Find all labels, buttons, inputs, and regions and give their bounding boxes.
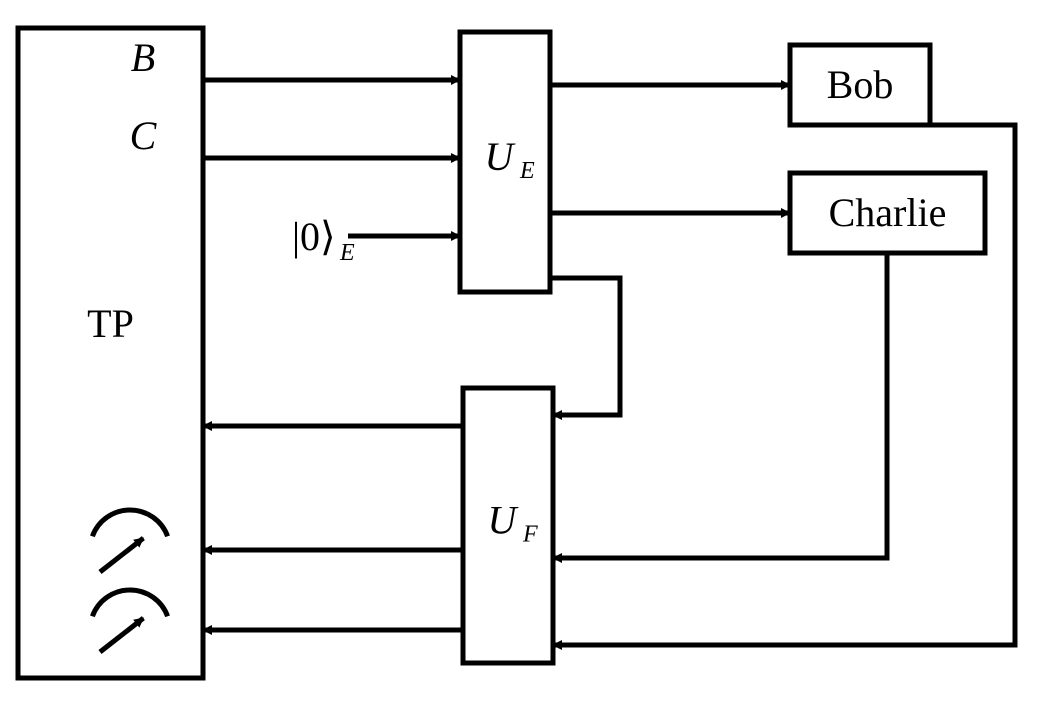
diagram-canvas: TPUEUFBobCharlieBC|0⟩E [0,0,1045,704]
tp-label: TP [87,301,134,346]
svg-text:E: E [519,158,535,184]
C-label: C [130,113,158,158]
svg-text:U: U [488,498,520,543]
svg-text:F: F [522,522,538,548]
B-label: B [131,35,155,80]
charlie-label: Charlie [829,190,947,235]
svg-text:E: E [339,240,355,266]
svg-text:U: U [485,134,517,179]
bob-label: Bob [827,62,894,107]
svg-text:|0⟩: |0⟩ [292,214,336,259]
